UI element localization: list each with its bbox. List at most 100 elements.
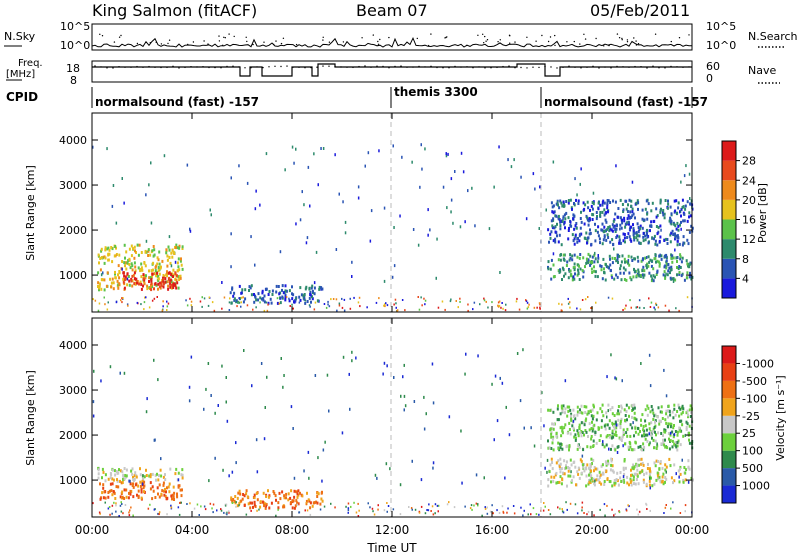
scatter-cell xyxy=(570,470,572,474)
range-tick-label: 3000 xyxy=(59,179,87,192)
scatter-cell xyxy=(573,268,576,272)
scatter-cell xyxy=(622,475,625,479)
scatter-cell xyxy=(592,202,595,206)
scatter-cell xyxy=(640,274,642,277)
scatter-cell xyxy=(553,210,556,214)
scatter-cell xyxy=(171,255,174,259)
scatter-cell xyxy=(539,185,541,189)
scatter-cell xyxy=(594,251,596,255)
scatter-cell xyxy=(558,465,561,468)
scatter-cell xyxy=(611,229,614,233)
scatter-cell xyxy=(226,513,228,516)
scatter-cell xyxy=(127,275,130,278)
scatter-cell xyxy=(604,229,607,233)
scatter-cell xyxy=(308,304,311,307)
scatter-cell xyxy=(128,247,131,251)
scatter-cell xyxy=(606,434,609,437)
scatter-cell xyxy=(158,511,161,514)
scatter-cell xyxy=(585,417,588,421)
scatter-cell xyxy=(157,478,160,482)
time-tick-label: 00:00 xyxy=(675,523,710,537)
scatter-cell xyxy=(117,471,120,475)
scatter-cell xyxy=(92,502,94,505)
scatter-cell xyxy=(688,215,690,219)
scatter-cell xyxy=(424,303,426,306)
scatter-cell xyxy=(562,257,565,261)
scatter-cell xyxy=(174,277,177,281)
scatter-cell xyxy=(411,459,413,463)
scatter-cell xyxy=(590,469,592,473)
scatter-cell xyxy=(605,463,608,467)
scatter-cell xyxy=(646,413,649,417)
scatter-cell xyxy=(608,426,611,430)
scatter-cell xyxy=(659,460,662,464)
scatter-cell xyxy=(594,257,597,261)
scatter-cell xyxy=(135,251,137,254)
scatter-cell xyxy=(501,505,504,508)
scatter-cell xyxy=(550,230,553,234)
scatter-cell xyxy=(162,285,165,289)
scatter-cell xyxy=(585,474,588,478)
scatter-cell xyxy=(559,507,561,510)
scatter-cell xyxy=(159,281,162,285)
scatter-cell xyxy=(423,395,425,399)
scatter-cell xyxy=(427,509,430,512)
scatter-cell xyxy=(250,509,252,512)
scatter-cell xyxy=(160,492,163,496)
scatter-cell xyxy=(669,431,672,435)
scatter-cell xyxy=(684,433,687,437)
scatter-cell xyxy=(564,407,567,411)
scatter-cell xyxy=(170,506,173,509)
scatter-cell xyxy=(571,424,574,428)
scatter-cell xyxy=(645,266,648,270)
scatter-cell xyxy=(497,305,500,308)
scatter-cell xyxy=(681,256,684,260)
scatter-cell xyxy=(659,235,662,239)
scatter-cell xyxy=(541,391,543,395)
scatter-cell xyxy=(347,509,350,512)
scatter-cell xyxy=(630,479,633,483)
scatter-cell xyxy=(671,254,674,258)
cpid-segment-3: normalsound (fast) -157 xyxy=(544,95,708,109)
scatter-cell xyxy=(659,410,662,414)
scatter-cell xyxy=(132,273,135,277)
scatter-cell xyxy=(314,374,317,377)
scatter-cell xyxy=(689,415,692,418)
scatter-cell xyxy=(642,239,645,243)
scatter-cell xyxy=(586,412,589,416)
scatter-cell xyxy=(621,221,624,225)
scatter-cell xyxy=(185,299,187,302)
scatter-cell xyxy=(501,302,503,304)
scatter-cell xyxy=(589,260,592,264)
scatter-cell xyxy=(115,470,118,473)
scatter-cell xyxy=(588,428,591,432)
scatter-cell xyxy=(233,298,236,302)
scatter-cell xyxy=(579,253,582,256)
scatter-cell xyxy=(129,509,131,512)
scatter-cell xyxy=(260,362,263,365)
scatter-cell xyxy=(131,268,134,272)
scatter-cell xyxy=(619,223,622,227)
scatter-cell xyxy=(634,216,636,220)
scatter-cell xyxy=(639,224,642,228)
scatter-cell xyxy=(167,271,170,275)
scatter-cell xyxy=(688,438,690,442)
scatter-cell xyxy=(176,495,179,499)
scatter-cell xyxy=(561,303,563,306)
power-colorbar-label: Power [dB] xyxy=(756,183,769,243)
scatter-cell xyxy=(310,286,313,290)
scatter-cell xyxy=(642,442,645,446)
scatter-cell xyxy=(588,473,590,477)
velocity-data xyxy=(92,348,694,517)
scatter-cell xyxy=(674,441,677,445)
scatter-cell xyxy=(253,293,255,296)
scatter-cell xyxy=(467,309,469,312)
scatter-cell xyxy=(573,266,576,270)
scatter-cell xyxy=(603,270,605,274)
scatter-cell xyxy=(392,144,394,148)
scatter-cell xyxy=(631,207,634,211)
scatter-cell xyxy=(582,256,585,260)
scatter-cell xyxy=(228,474,230,478)
scatter-cell xyxy=(135,475,138,479)
scatter-cell xyxy=(353,501,355,504)
